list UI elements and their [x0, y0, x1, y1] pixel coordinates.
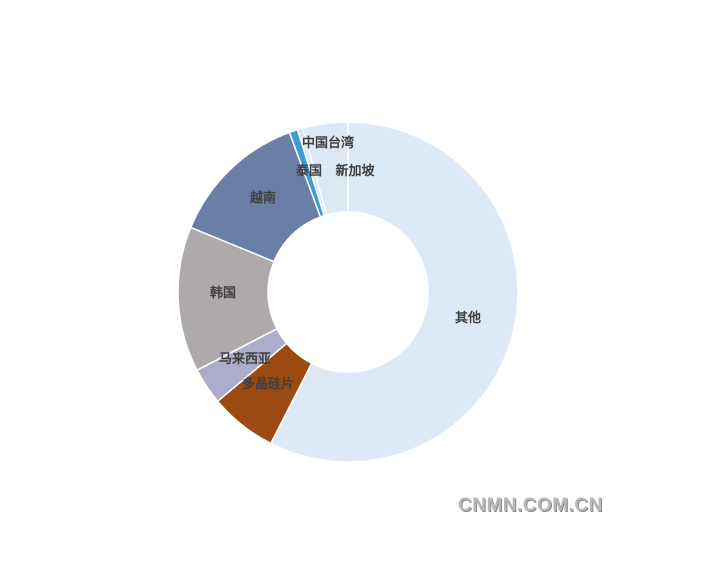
watermark: CNMN.COM.CN [458, 495, 603, 516]
slice-label-3: 韩国 [210, 285, 236, 301]
slice-0 [269, 121, 519, 463]
slice-label-1: 多晶硅片 [242, 376, 294, 392]
slice-label-7: 新加坡 [335, 163, 375, 179]
slice-label-2: 马来西亚 [219, 351, 271, 367]
slice-label-0: 其他 [455, 310, 481, 326]
slice-label-4: 越南 [249, 190, 276, 206]
slice-7 [301, 121, 349, 216]
slice-label-5: 泰国 [295, 163, 322, 179]
slice-label-6: 中国台湾 [302, 135, 354, 151]
